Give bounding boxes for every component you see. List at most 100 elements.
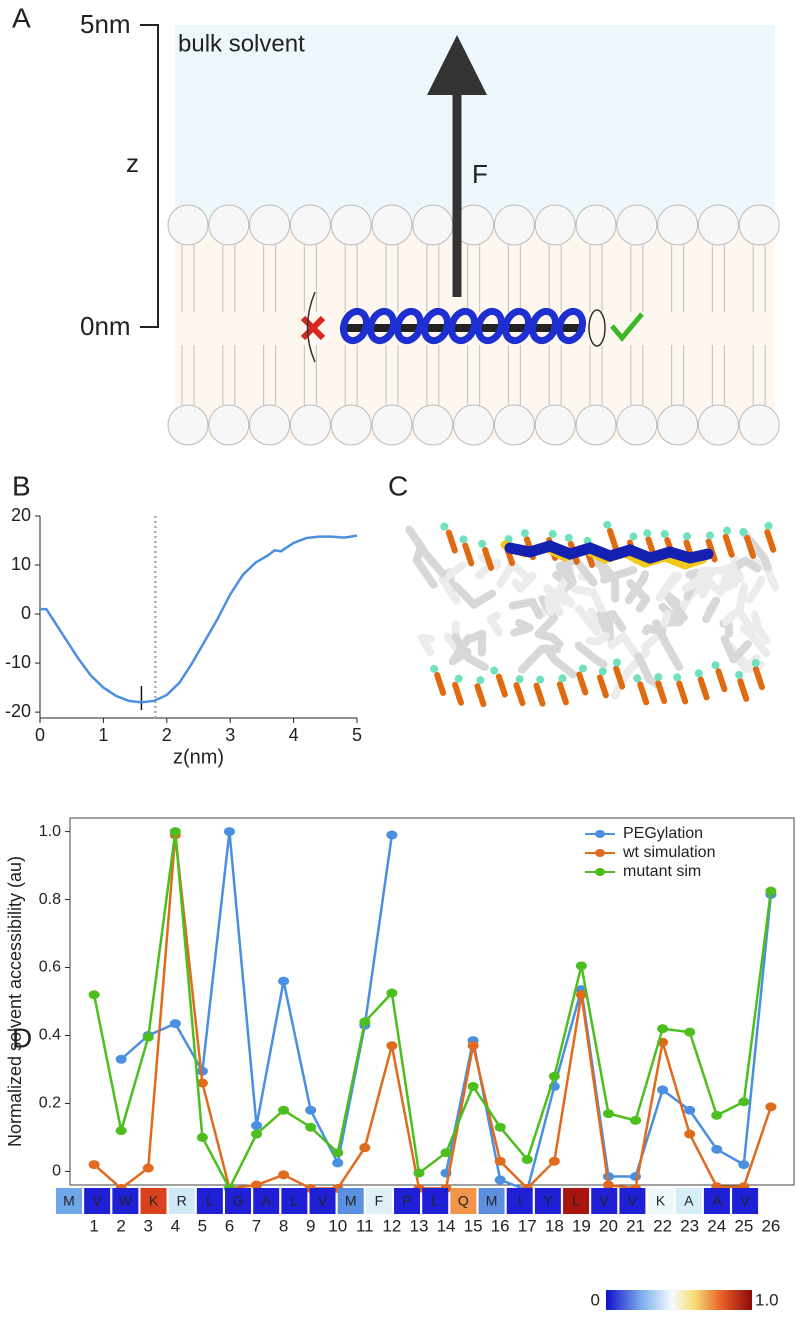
x-tick-label: 25 <box>734 1216 753 1235</box>
lipid-tube <box>721 609 740 626</box>
y-tick-label: 0.2 <box>39 1095 61 1112</box>
bottom-label: 0nm <box>80 311 131 341</box>
allowed-mark <box>610 312 644 342</box>
helix-turn <box>447 307 479 345</box>
residue-box <box>450 1188 477 1214</box>
residue-box <box>422 1188 449 1214</box>
x-axis-label: z(nm) <box>173 746 224 768</box>
x-tick-label: 15 <box>464 1216 483 1235</box>
lipid-tube <box>574 604 602 637</box>
headgroup-tip <box>598 667 607 676</box>
residue-letter: L <box>290 1193 298 1209</box>
lipid-head <box>371 204 413 246</box>
headgroup <box>752 666 765 691</box>
x-tick-label: 1 <box>98 725 108 745</box>
residue-box <box>112 1188 139 1214</box>
lipid-tube <box>595 611 614 643</box>
residue-letter: V <box>92 1193 102 1209</box>
y-tick-label: 0.4 <box>39 1027 61 1044</box>
data-point <box>684 1129 696 1139</box>
x-tick-label: 16 <box>491 1216 510 1235</box>
residue-box <box>534 1188 561 1214</box>
data-point <box>467 1081 479 1091</box>
data-point <box>575 961 587 971</box>
helix-turn <box>528 307 560 345</box>
data-point <box>278 976 290 986</box>
lipid-tube <box>681 573 707 593</box>
panel-label: A <box>12 2 31 33</box>
data-point <box>548 1156 560 1166</box>
lipid-tube <box>655 571 682 602</box>
lipid-head <box>697 204 739 246</box>
headgroup-tip <box>490 666 499 675</box>
lipid-tube <box>443 620 460 652</box>
lipid-tube <box>438 561 467 605</box>
lipid-tube <box>451 633 489 672</box>
headgroup-tip <box>612 658 621 667</box>
headgroup <box>737 677 750 702</box>
residue-box <box>619 1188 646 1214</box>
residue-letter: V <box>628 1193 638 1209</box>
y-tick-label: -20 <box>5 701 31 721</box>
headgroup-tip <box>683 532 692 541</box>
residue-letter: M <box>345 1193 357 1209</box>
x-tick-label: 21 <box>626 1216 645 1235</box>
y-tick-label: 10 <box>11 554 31 574</box>
residue-box <box>506 1188 533 1214</box>
lipid-head <box>534 204 576 246</box>
data-point <box>738 1097 750 1107</box>
lipid-tube <box>511 571 537 593</box>
x-tick-label: 4 <box>289 725 299 745</box>
headgroup <box>482 546 495 571</box>
y-tick-label: 1.0 <box>39 823 61 840</box>
force-label: F <box>472 159 488 189</box>
headgroup <box>596 674 609 699</box>
residue-box <box>84 1188 111 1214</box>
data-point <box>765 886 777 896</box>
residue-letter: A <box>262 1193 272 1209</box>
lipid-head <box>289 204 331 246</box>
lipid-head <box>453 404 495 446</box>
residue-letter: A <box>684 1193 694 1209</box>
headgroup-tip <box>430 664 439 673</box>
data-point <box>223 827 235 837</box>
data-point <box>251 1180 263 1190</box>
data-point <box>88 1160 100 1170</box>
residue-letter: V <box>740 1193 750 1209</box>
lipid-tube <box>607 632 640 659</box>
x-tick-label: 5 <box>352 725 362 745</box>
y-tick-label: 0.8 <box>39 891 61 908</box>
headgroup <box>764 528 777 553</box>
colorbar-label: 0 <box>591 1290 600 1309</box>
series-line <box>120 831 773 1192</box>
headgroup-tip <box>643 529 652 538</box>
data-point <box>684 1105 696 1115</box>
lipid-head <box>330 404 372 446</box>
headgroup-tip <box>476 676 485 685</box>
headgroup-tip <box>654 673 663 682</box>
headgroup-tip <box>520 529 529 538</box>
residue-box <box>196 1188 223 1214</box>
lipid-tube <box>702 596 721 624</box>
lipid-head <box>616 204 658 246</box>
tilt-arrow <box>306 291 316 363</box>
data-point <box>359 1143 371 1153</box>
headgroup-tip <box>633 674 642 683</box>
lipid-head <box>657 204 699 246</box>
headgroup-tip <box>558 674 567 683</box>
headgroup <box>445 529 458 554</box>
data-point <box>251 1129 263 1139</box>
lipid-head <box>657 404 699 446</box>
lipid-tube <box>571 585 607 616</box>
panel-label: C <box>388 470 408 501</box>
residue-letter: K <box>656 1193 666 1209</box>
x-tick-label: 12 <box>382 1216 401 1235</box>
bulk-region <box>175 25 775 215</box>
lipid-head <box>167 404 209 446</box>
headgroup-tip <box>515 675 524 684</box>
lipid-head <box>330 204 372 246</box>
x-tick-label: 0 <box>35 725 45 745</box>
lipid-tube <box>417 633 435 657</box>
headgroup <box>462 542 475 567</box>
